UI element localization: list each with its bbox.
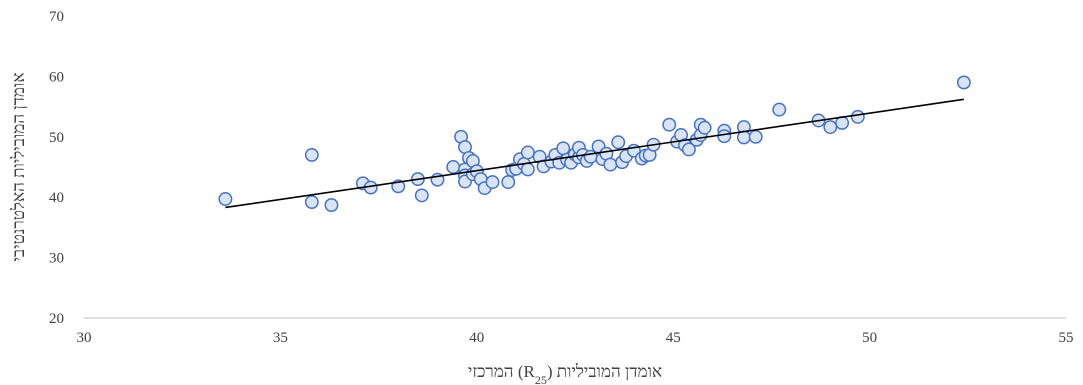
x-tick-label: 55 <box>1059 330 1074 346</box>
data-point <box>611 135 626 150</box>
y-tick-label: 30 <box>49 251 64 267</box>
y-tick-label: 50 <box>49 130 64 146</box>
data-point <box>772 102 787 117</box>
x-tick-label: 45 <box>666 330 681 346</box>
data-point <box>850 109 865 124</box>
data-point <box>556 141 571 156</box>
data-point <box>736 130 751 145</box>
data-point <box>662 117 677 132</box>
data-point <box>414 188 429 203</box>
data-point <box>520 162 535 177</box>
data-point <box>681 142 696 157</box>
data-point <box>446 160 461 174</box>
data-point <box>603 157 618 172</box>
data-point <box>304 147 319 162</box>
data-point <box>717 129 732 144</box>
y-tick-label: 60 <box>49 69 64 85</box>
y-tick-label: 20 <box>49 311 64 327</box>
data-point <box>485 175 500 190</box>
data-points <box>218 75 971 213</box>
x-tick-labels: 30 35 40 45 50 55 <box>77 330 1074 346</box>
x-tick-label: 30 <box>77 330 92 346</box>
y-tick-label: 70 <box>49 9 64 25</box>
data-point <box>956 75 971 90</box>
x-tick-label: 50 <box>862 330 877 346</box>
y-tick-labels: 20 30 40 50 60 70 <box>49 9 64 327</box>
data-point <box>218 192 233 206</box>
x-tick-label: 40 <box>469 330 484 346</box>
y-tick-label: 40 <box>49 190 64 206</box>
data-point <box>823 120 838 135</box>
data-point <box>748 129 763 144</box>
x-tick-label: 35 <box>273 330 288 346</box>
x-axis-title: אומדן המוביליות (R25) המרכזי <box>468 362 662 385</box>
data-point <box>520 145 535 160</box>
data-point <box>697 120 712 135</box>
trendline <box>225 98 964 209</box>
data-point <box>304 195 319 209</box>
data-point <box>501 175 516 190</box>
y-axis-title: אומדן המוביליות האלטרנטיבי <box>9 72 28 261</box>
data-point <box>324 198 339 213</box>
